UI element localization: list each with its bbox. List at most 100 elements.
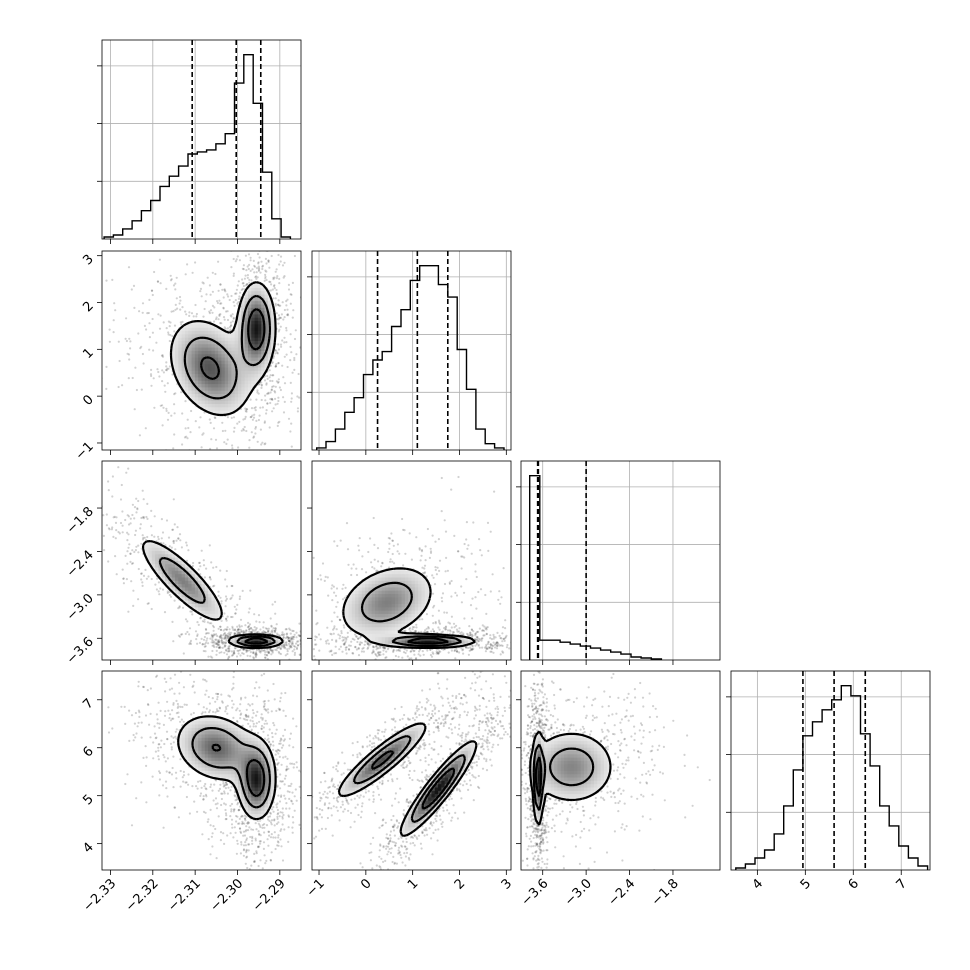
- density-cell: [184, 323, 189, 328]
- sample-point: [257, 455, 259, 457]
- sample-point: [248, 628, 251, 631]
- sample-point: [321, 662, 323, 664]
- sample-point: [70, 500, 72, 502]
- density-cell: [241, 297, 246, 302]
- sample-point: [224, 634, 227, 637]
- density-cell: [208, 393, 212, 398]
- sample-point: [252, 259, 255, 262]
- sample-point: [224, 578, 227, 581]
- sample-point: [202, 649, 205, 653]
- sample-point: [287, 642, 291, 646]
- density-cell: [234, 386, 239, 391]
- sample-point: [157, 370, 160, 374]
- density-cell: [264, 333, 269, 338]
- sample-point: [438, 569, 441, 573]
- sample-point: [260, 384, 263, 387]
- sample-point: [347, 709, 349, 711]
- density-cell: [184, 590, 189, 595]
- sample-point: [479, 638, 482, 641]
- sample-point: [227, 295, 230, 298]
- sample-point: [533, 622, 535, 624]
- sample-point: [158, 258, 161, 261]
- density-cell: [204, 606, 209, 611]
- sample-point: [315, 609, 318, 612]
- density-cell: [198, 377, 202, 381]
- sample-point: [365, 640, 368, 643]
- sample-point: [197, 568, 200, 571]
- sample-point: [234, 299, 237, 302]
- sample-point: [339, 645, 342, 648]
- density-cell: [201, 377, 206, 381]
- sample-point: [194, 303, 197, 307]
- sample-point: [291, 371, 294, 374]
- sample-point: [306, 650, 308, 652]
- sample-point: [515, 552, 517, 554]
- sample-point: [215, 316, 218, 319]
- density-cell: [211, 343, 216, 348]
- sample-point: [483, 625, 486, 628]
- sample-point: [474, 632, 478, 635]
- sample-point: [257, 268, 261, 271]
- sample-point: [306, 591, 308, 593]
- sample-point: [474, 596, 477, 599]
- sample-point: [237, 649, 240, 652]
- sample-point: [242, 629, 245, 633]
- sample-point: [373, 543, 376, 547]
- density-cell: [237, 403, 242, 408]
- sample-point: [248, 466, 250, 468]
- sample-point: [475, 638, 478, 641]
- density-cell: [257, 370, 262, 375]
- density-cell: [178, 350, 182, 355]
- sample-point: [504, 619, 507, 622]
- density-cell: [254, 360, 259, 365]
- sample-point: [256, 276, 259, 279]
- density-cell: [221, 406, 226, 411]
- sample-point: [267, 650, 270, 653]
- density-cell: [158, 550, 163, 555]
- density-cell: [254, 310, 259, 315]
- sample-point: [312, 556, 315, 560]
- density-cell: [208, 350, 212, 355]
- density-cell: [194, 606, 199, 611]
- density-cell: [188, 593, 192, 598]
- sample-point: [330, 650, 333, 653]
- sample-point: [481, 637, 484, 640]
- sample-point: [474, 634, 477, 637]
- sample-point: [339, 684, 341, 686]
- sample-point: [273, 458, 275, 460]
- density-cell: [191, 603, 196, 608]
- sample-point: [206, 276, 209, 279]
- sample-point: [277, 330, 280, 333]
- sample-point: [501, 644, 504, 648]
- sample-point: [214, 438, 218, 441]
- density-cell: [251, 284, 255, 288]
- sample-point: [235, 655, 239, 658]
- sample-point: [176, 526, 179, 529]
- sample-point: [264, 631, 267, 635]
- sample-point: [277, 314, 281, 317]
- density-cell: [261, 363, 265, 368]
- density-cell: [148, 540, 153, 545]
- density-cell: [174, 367, 179, 371]
- density-cell: [201, 396, 206, 401]
- sample-point: [327, 594, 330, 597]
- sample-point: [203, 576, 206, 579]
- density-cell: [204, 600, 209, 605]
- sample-point: [431, 614, 434, 617]
- sample-point: [271, 398, 274, 401]
- sample-point: [463, 556, 466, 559]
- sample-point: [539, 645, 541, 647]
- sample-point: [224, 633, 227, 637]
- density-cell: [194, 353, 199, 358]
- density-cell: [178, 573, 182, 578]
- sample-point: [388, 537, 392, 540]
- sample-point: [277, 633, 280, 636]
- sample-point: [174, 303, 177, 306]
- density-cell: [257, 294, 262, 298]
- sample-point: [476, 636, 479, 640]
- sample-point: [117, 385, 120, 389]
- sample-point: [236, 422, 239, 425]
- density-cell: [251, 304, 255, 308]
- density-cell: [151, 550, 156, 555]
- sample-point: [474, 644, 477, 647]
